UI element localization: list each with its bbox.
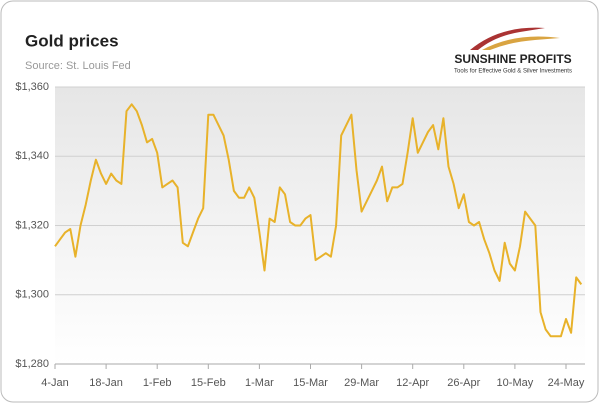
x-tick-label: 1-Mar — [245, 377, 274, 389]
x-tick-label: 10-May — [497, 377, 534, 389]
x-tick-label: 18-Jan — [89, 377, 123, 389]
x-tick-label: 15-Mar — [293, 377, 328, 389]
logo: SUNSHINE PROFITS Tools for Effective Gol… — [454, 27, 572, 75]
y-tick-label: $1,320 — [15, 219, 49, 231]
logo-name: SUNSHINE PROFITS — [454, 52, 571, 66]
x-tick-label: 15-Feb — [191, 377, 226, 389]
logo-swoosh — [470, 27, 545, 50]
y-tick-label: $1,340 — [15, 150, 49, 162]
y-tick-label: $1,280 — [15, 358, 49, 370]
chart-title: Gold prices — [25, 31, 119, 50]
x-tick-label: 24-May — [548, 377, 585, 389]
logo-swoosh — [482, 36, 560, 50]
x-tick-label: 4-Jan — [41, 377, 69, 389]
logo-tagline: Tools for Effective Gold & Silver Invest… — [454, 69, 572, 75]
y-tick-label: $1,360 — [15, 81, 49, 93]
x-tick-label: 12-Apr — [396, 377, 429, 389]
x-tick-label: 26-Apr — [447, 377, 480, 389]
x-tick-label: 29-Mar — [344, 377, 379, 389]
chart-subtitle: Source: St. Louis Fed — [25, 60, 131, 72]
y-tick-label: $1,300 — [15, 289, 49, 301]
x-tick-label: 1-Feb — [143, 377, 172, 389]
price-line — [54, 103, 583, 338]
